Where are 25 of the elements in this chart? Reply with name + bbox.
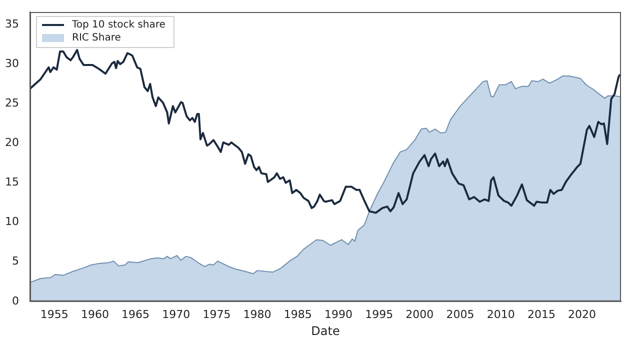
y-tick-label: 25 bbox=[4, 96, 19, 110]
y-tick-label: 20 bbox=[4, 136, 19, 150]
x-tick-label: 2010 bbox=[486, 308, 515, 321]
legend-label: Top 10 stock share bbox=[70, 20, 166, 31]
x-tick-label: 1970 bbox=[162, 308, 190, 321]
x-tick-label: 1990 bbox=[324, 308, 352, 321]
y-tick-label: 35 bbox=[4, 18, 19, 31]
x-tick-label: 1975 bbox=[202, 308, 231, 321]
y-tick-label: 15 bbox=[4, 176, 19, 189]
x-tick-label: 2000 bbox=[406, 308, 434, 321]
y-tick-label: 0 bbox=[12, 294, 19, 308]
x-tick-label: 1960 bbox=[80, 308, 109, 321]
x-tick-label: 2020 bbox=[568, 308, 596, 321]
x-axis-title: Date bbox=[311, 324, 340, 338]
legend-label: RIC Share bbox=[72, 32, 121, 44]
x-tick-label: 2005 bbox=[446, 308, 474, 321]
y-tick-label: 30 bbox=[4, 57, 19, 70]
x-tick-label: 2015 bbox=[527, 308, 556, 321]
x-tick-label: 1980 bbox=[243, 308, 272, 321]
y-tick-label: 5 bbox=[12, 254, 19, 268]
y-tick-label: 10 bbox=[4, 215, 19, 228]
x-tick-label: 1955 bbox=[40, 308, 68, 321]
x-tick-label: 1995 bbox=[365, 308, 394, 321]
x-tick-label: 1985 bbox=[284, 308, 312, 321]
x-tick-label: 1965 bbox=[122, 308, 150, 321]
